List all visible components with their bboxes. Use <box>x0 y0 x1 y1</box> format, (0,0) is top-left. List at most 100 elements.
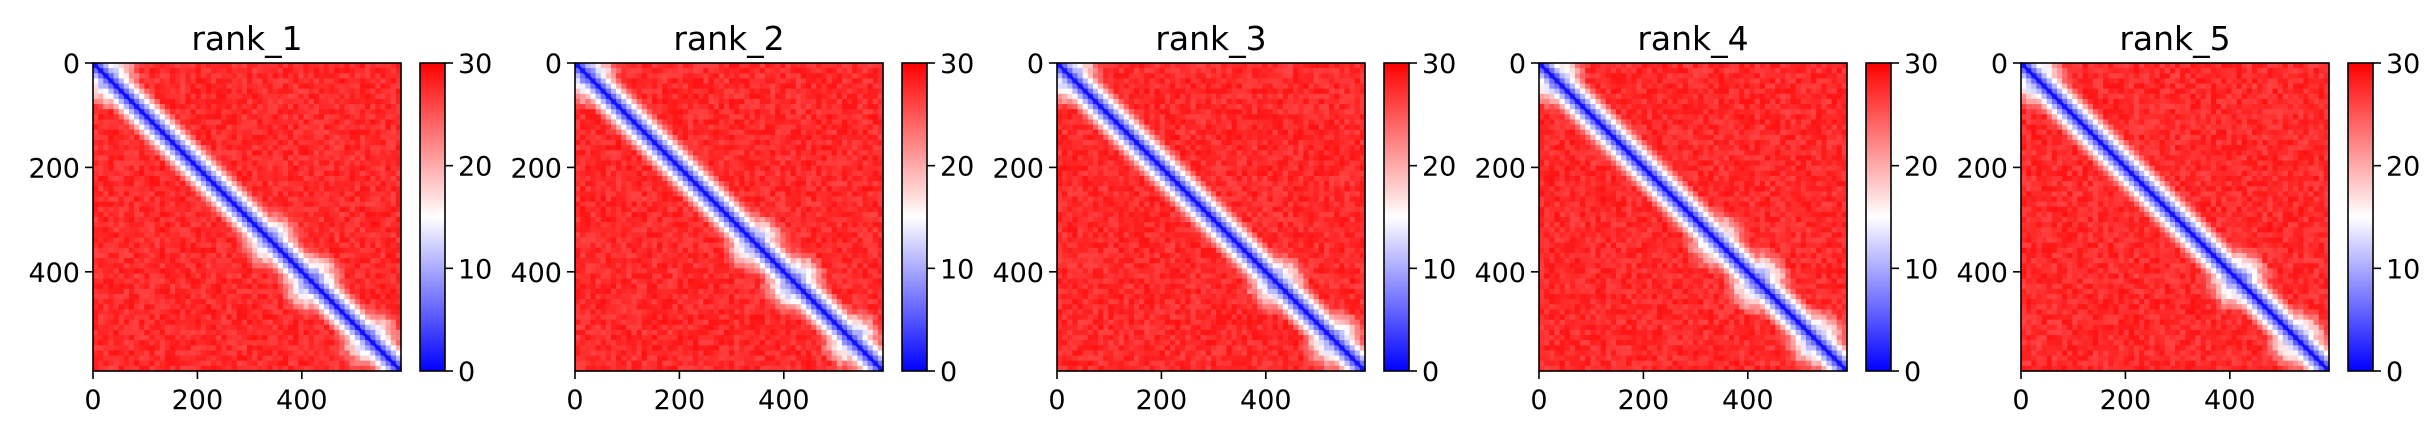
heatmap-cell <box>698 84 704 90</box>
heatmap-cell <box>124 196 130 202</box>
heatmap-cell <box>247 191 253 197</box>
heatmap-cell <box>350 340 356 346</box>
heatmap-cell <box>252 196 258 202</box>
heatmap-cell <box>185 361 191 367</box>
heatmap-cell <box>319 104 325 110</box>
heatmap-cell <box>647 119 653 125</box>
heatmap-cell <box>678 94 684 100</box>
heatmap-cell <box>206 320 212 326</box>
heatmap-cell <box>360 176 366 182</box>
heatmap-cell <box>103 356 109 362</box>
heatmap-cell <box>862 99 868 105</box>
heatmap-cell <box>652 155 658 161</box>
heatmap-cell <box>370 325 376 331</box>
heatmap-cell <box>283 145 289 151</box>
heatmap-cell <box>345 186 351 192</box>
heatmap-cell <box>232 68 238 74</box>
heatmap-cell <box>237 279 243 285</box>
heatmap-cell <box>714 63 720 69</box>
heatmap-cell <box>273 356 279 362</box>
heatmap-cell <box>155 309 161 315</box>
heatmap-cell <box>847 166 853 172</box>
heatmap-cell <box>221 335 227 341</box>
x-tick-label: 200 <box>172 385 224 416</box>
heatmap-cell <box>283 320 289 326</box>
heatmap-cell <box>319 207 325 213</box>
heatmap-cell <box>765 171 771 177</box>
heatmap-cell <box>232 181 238 187</box>
heatmap-cell <box>242 248 248 254</box>
heatmap-cell <box>252 309 258 315</box>
heatmap-cell <box>355 258 361 264</box>
heatmap-cell <box>329 176 335 182</box>
heatmap-cell <box>314 140 320 146</box>
heatmap-cell <box>211 171 217 177</box>
heatmap-cell <box>98 227 104 233</box>
heatmap-cell <box>232 150 238 156</box>
heatmap-cell <box>242 63 248 69</box>
heatmap-cell <box>273 309 279 315</box>
heatmap-cell <box>144 273 150 279</box>
heatmap-cell <box>155 315 161 321</box>
heatmap-cell <box>262 361 268 367</box>
heatmap-cell <box>196 125 202 131</box>
heatmap-cell <box>134 253 140 259</box>
heatmap-cell <box>688 99 694 105</box>
heatmap-cell <box>780 78 786 84</box>
heatmap-cell <box>345 258 351 264</box>
heatmap-cell <box>165 253 171 259</box>
heatmap-cell <box>724 176 730 182</box>
heatmap-cell <box>811 94 817 100</box>
heatmap-cell <box>268 196 274 202</box>
heatmap-cell <box>652 166 658 172</box>
heatmap-cell <box>170 114 176 120</box>
heatmap-cell <box>868 171 874 177</box>
heatmap-cell <box>714 176 720 182</box>
heatmap-cell <box>631 89 637 95</box>
heatmap-cell <box>293 73 299 79</box>
heatmap-cell <box>134 330 140 336</box>
heatmap-cell <box>283 350 289 356</box>
heatmap-cell <box>339 299 345 305</box>
heatmap-cell <box>750 119 756 125</box>
heatmap-cell <box>93 186 99 192</box>
heatmap-cell <box>221 130 227 136</box>
heatmap-cell <box>232 89 238 95</box>
heatmap-cell <box>345 130 351 136</box>
heatmap-cell <box>852 78 858 84</box>
heatmap-cell <box>114 330 120 336</box>
heatmap-cell <box>611 125 617 131</box>
heatmap-cell <box>744 150 750 156</box>
heatmap-cell <box>191 186 197 192</box>
heatmap-cell <box>724 150 730 156</box>
heatmap-cell <box>791 68 797 74</box>
heatmap-cell <box>703 161 709 167</box>
heatmap-cell <box>139 94 145 100</box>
heatmap-cell <box>242 181 248 187</box>
heatmap-cell <box>365 248 371 254</box>
heatmap-cell <box>355 68 361 74</box>
heatmap-cell <box>221 340 227 346</box>
heatmap-cell <box>283 315 289 321</box>
heatmap-cell <box>739 63 745 69</box>
heatmap-cell <box>631 68 637 74</box>
heatmap-cell <box>232 320 238 326</box>
heatmap-cell <box>708 114 714 120</box>
heatmap-cell <box>201 335 207 341</box>
heatmap-cell <box>780 104 786 110</box>
heatmap-cell <box>160 78 166 84</box>
heatmap-cell <box>319 273 325 279</box>
heatmap-cell <box>601 176 607 182</box>
heatmap-cell <box>703 114 709 120</box>
heatmap-cell <box>129 356 135 362</box>
heatmap-cell <box>298 166 304 172</box>
heatmap-cell <box>288 289 294 295</box>
heatmap-cell <box>796 78 802 84</box>
heatmap-cell <box>698 135 704 141</box>
heatmap-cell <box>216 243 222 249</box>
heatmap-cell <box>765 68 771 74</box>
heatmap-cell <box>386 263 392 269</box>
heatmap-cell <box>380 140 386 146</box>
heatmap-cell <box>842 84 848 90</box>
heatmap-cell <box>688 135 694 141</box>
